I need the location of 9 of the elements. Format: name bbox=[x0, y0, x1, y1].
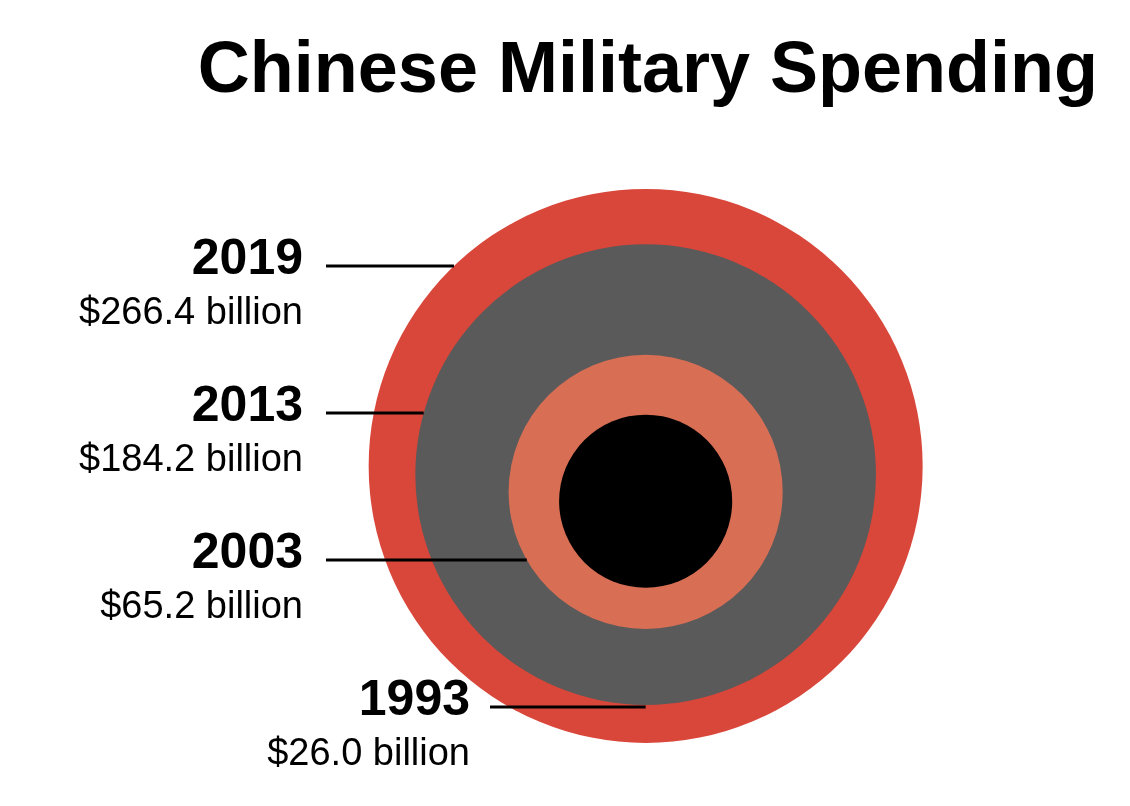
category-label: 1993 bbox=[358, 670, 470, 726]
data-label: $65.2 billion bbox=[100, 584, 303, 626]
data-label: $184.2 billion bbox=[79, 437, 303, 479]
text: Chinese Military Spending bbox=[197, 25, 1099, 108]
data-label: $26.0 billion bbox=[267, 731, 470, 773]
data-label: $266.4 billion bbox=[79, 290, 303, 332]
category-label: 2019 bbox=[191, 229, 303, 285]
category-label: 2003 bbox=[191, 523, 303, 579]
category-label: 2013 bbox=[191, 376, 303, 432]
